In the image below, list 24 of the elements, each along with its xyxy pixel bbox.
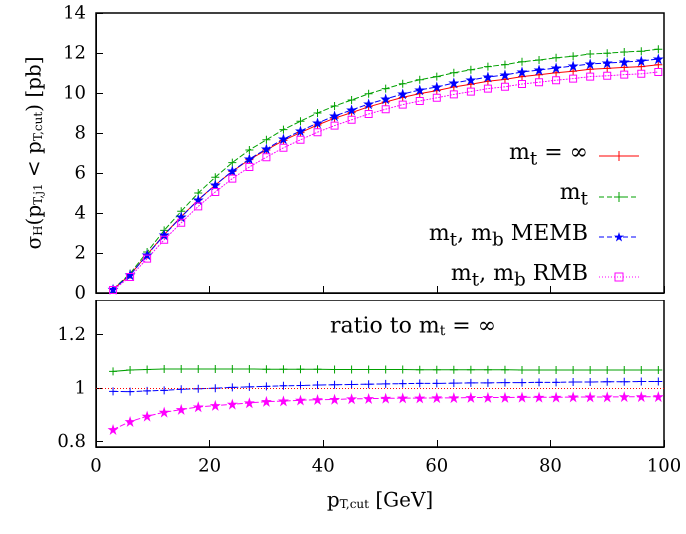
y-tick-label: 0 — [74, 282, 86, 304]
y-tick-label: 2 — [74, 242, 86, 264]
y-tick-label: 6 — [74, 162, 86, 184]
x-axis-title: pT,cut [GeV] — [326, 488, 434, 512]
y-axis-title: σH(pT,j1 < pT,cut) [pb] — [22, 56, 46, 250]
legend-label: m$_{t}$ — [560, 179, 588, 212]
y-tick-label: 1.2 — [57, 324, 86, 346]
x-tick-label: 100 — [646, 456, 682, 476]
y-tick-label: 0.8 — [57, 431, 86, 452]
y-tick-label: 10 — [63, 82, 86, 104]
legend-label: m$_{t}$, m$_{b}$ MEMB — [428, 220, 588, 252]
y-tick-label: 1 — [74, 378, 86, 399]
x-tick-label: 20 — [198, 456, 222, 476]
y-tick-label: 14 — [63, 2, 86, 24]
y-tick-label: 8 — [74, 122, 86, 144]
x-tick-label: 80 — [538, 456, 562, 476]
x-tick-label: 60 — [425, 456, 448, 476]
annotation: ratio to mt = ∞ — [330, 314, 496, 339]
y-tick-label: 4 — [74, 202, 86, 224]
x-tick-label: 40 — [312, 456, 335, 476]
legend-label: m$_{t}$ = ∞ — [509, 139, 588, 172]
y-tick-label: 12 — [63, 42, 86, 64]
x-tick-label: 0 — [90, 456, 102, 476]
legend-label: m$_{t}$, m$_{b}$ RMB — [450, 260, 588, 293]
